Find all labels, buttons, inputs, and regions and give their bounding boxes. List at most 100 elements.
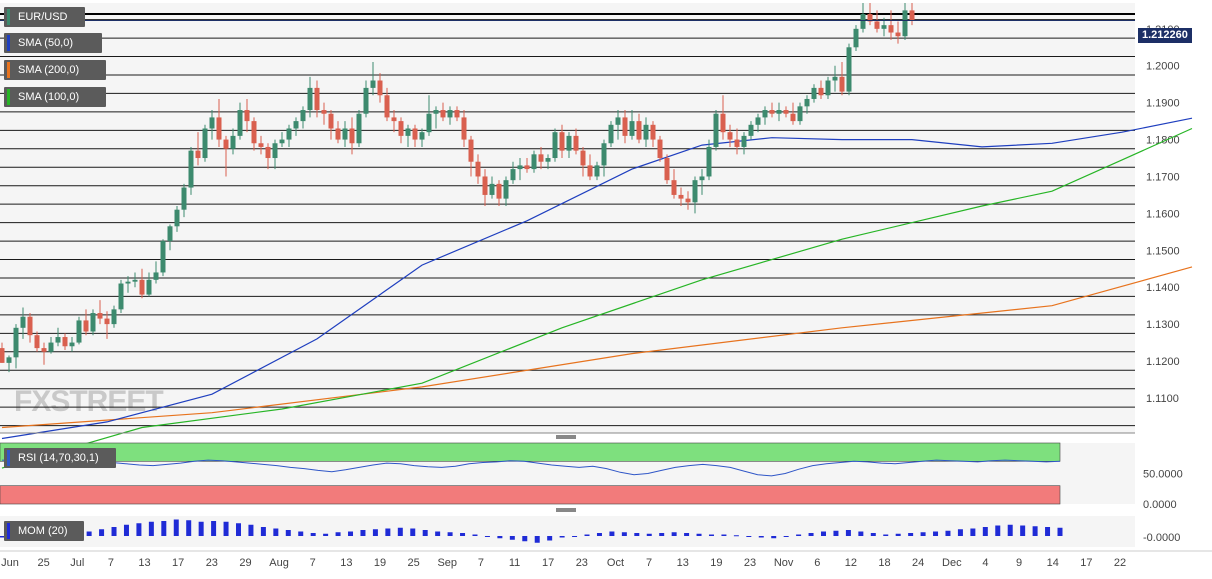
symbol-tag[interactable]: EUR/USD — [4, 7, 85, 27]
indicator-tag-sma200[interactable]: SMA (200,0) — [4, 60, 106, 80]
mom-tag[interactable]: MOM (20) — [4, 521, 84, 541]
candle-body — [230, 135, 236, 149]
candle — [181, 183, 187, 218]
sma100-label: SMA (100,0) — [18, 91, 80, 103]
mom-bar — [547, 536, 553, 541]
candle-body — [342, 128, 348, 140]
candle-body — [468, 139, 474, 162]
mom-bar — [895, 533, 901, 536]
mom-bar — [572, 536, 578, 537]
candle — [34, 331, 40, 352]
mom-bar — [584, 534, 590, 536]
main-pane-bg — [0, 3, 1135, 433]
candle-body — [678, 194, 684, 199]
candle-body — [895, 32, 901, 37]
mom-bar — [908, 533, 914, 536]
mom-bar — [970, 528, 976, 536]
mom-bar — [235, 523, 241, 536]
rsi-oversold-zone — [0, 485, 1061, 505]
rsi-tag-swatch — [7, 450, 10, 466]
mom-bar — [111, 527, 117, 536]
candle — [272, 139, 278, 170]
candle-body — [755, 117, 761, 125]
mom-bar — [982, 527, 988, 536]
mom-bar — [372, 529, 378, 536]
candle — [244, 98, 250, 133]
candle-body — [370, 80, 376, 88]
candle-body — [272, 143, 278, 159]
mom-tag-swatch — [7, 523, 10, 539]
sma200-line — [1, 266, 1193, 429]
indicator-tag-sma50[interactable]: SMA (50,0) — [4, 33, 102, 53]
candle-body — [20, 316, 26, 328]
candle-body — [265, 146, 271, 159]
candle-body — [685, 198, 691, 203]
x-tick-label: 23 — [576, 557, 588, 569]
candle-body — [552, 132, 558, 159]
candle-body — [321, 110, 327, 114]
candle — [748, 121, 754, 140]
candle-body — [713, 113, 719, 147]
candle — [818, 80, 824, 99]
rsi-label: RSI (14,70,30,1) — [18, 452, 99, 464]
x-tick-label: 23 — [744, 557, 756, 569]
mom-bar — [646, 533, 652, 536]
candle-body — [398, 121, 404, 136]
candle — [643, 117, 649, 147]
candle — [608, 121, 614, 147]
candle — [566, 132, 572, 159]
price-tick-label: 1.1100 — [1146, 393, 1179, 405]
mom-bar — [298, 531, 304, 536]
candle-body — [419, 132, 425, 140]
x-tick-label: 9 — [1016, 557, 1022, 569]
candle — [48, 337, 54, 354]
candle-body — [860, 14, 866, 29]
candle-body — [139, 279, 145, 295]
mom-bar — [609, 531, 615, 536]
mom-bar — [708, 534, 714, 536]
candle-body — [615, 117, 621, 125]
candle-body — [657, 139, 663, 159]
mom-bar — [211, 521, 217, 536]
candle — [125, 276, 131, 293]
mom-bar — [659, 533, 665, 536]
candle — [370, 62, 376, 96]
candle-body — [783, 110, 789, 114]
mom-bar — [671, 532, 677, 536]
candle-body — [433, 110, 439, 114]
x-tick-label: Jul — [70, 557, 84, 569]
candle-body — [111, 309, 117, 325]
candle — [510, 161, 516, 184]
candle — [790, 102, 796, 125]
candle — [314, 80, 320, 118]
mom-bar — [248, 524, 254, 536]
x-tick-label: Aug — [269, 557, 289, 569]
candle — [615, 110, 621, 140]
x-tick-label: Sep — [437, 557, 457, 569]
mom-bar — [1045, 527, 1051, 536]
candle-body — [692, 180, 698, 203]
x-tick-label: 25 — [38, 557, 50, 569]
candle — [300, 106, 306, 129]
rsi-tag[interactable]: RSI (14,70,30,1) — [4, 448, 116, 468]
candle — [209, 110, 215, 140]
candle — [307, 76, 313, 118]
candle-body — [258, 143, 264, 147]
candle-body — [706, 146, 712, 177]
mom-bar — [161, 521, 167, 536]
candle-body — [181, 187, 187, 210]
symbol-tag-swatch — [7, 9, 10, 25]
mom-bar — [460, 533, 466, 536]
mom-bar — [410, 528, 416, 536]
candle — [426, 95, 432, 136]
candle — [671, 169, 677, 199]
candle — [475, 154, 481, 184]
candle — [489, 176, 495, 199]
indicator-tag-sma100[interactable]: SMA (100,0) — [4, 87, 106, 107]
candle-body — [629, 121, 635, 136]
candle-body — [300, 110, 306, 122]
x-tick-label: Jun — [1, 557, 19, 569]
candle-body — [391, 117, 397, 122]
